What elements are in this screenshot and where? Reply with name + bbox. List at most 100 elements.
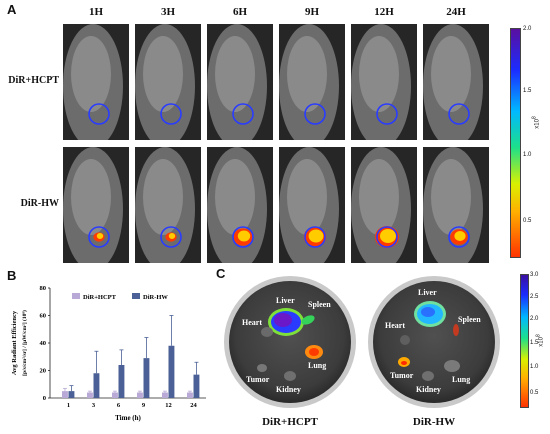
roi-circle [232,103,254,125]
y-tick-label: 60 [40,313,47,320]
label-heart: Heart [242,318,262,327]
y-axis-title: Avg Radiant Efficiency [11,310,18,375]
dish-caption-hcpt: DiR+HCPT [262,416,318,428]
bar [62,391,68,398]
bar [93,373,100,398]
colorbar-c-unit: x108 [535,334,545,347]
roi-circle [304,226,326,248]
organ-heart [400,335,410,345]
bar [137,392,143,398]
y-tick-label: 80 [40,285,47,292]
label-liver: Liver [418,288,437,297]
dish-caption-hw: DiR-HW [412,416,456,428]
colorbar-a-tick: 1.0 [523,152,532,158]
colorbar-a-tick: 0.5 [523,218,532,224]
legend-label: DiR+HCPT [83,294,117,301]
panel-c-colorbar [520,274,529,408]
time-header: 9H [304,6,320,18]
label-tumor: Tumor [246,375,270,384]
time-header: 1H [88,6,104,18]
bar [193,374,200,398]
roi-circle [160,103,182,125]
organ-dishes: Liver Spleen Heart Lung Tumor Kidney Liv… [224,276,500,408]
dish-hcpt: Liver Spleen Heart Lung Tumor Kidney [224,276,356,408]
bar [112,392,118,398]
label-liver: Liver [276,296,295,305]
colorbar-c-tick: 2.0 [530,316,539,322]
roi-circle [376,103,398,125]
organ-heart [261,327,273,337]
organ-lung [444,360,460,372]
x-tick-label: 6 [117,402,121,409]
y-tick-label: 20 [40,368,47,375]
label-lung: Lung [452,375,470,384]
roi-circle [448,103,470,125]
mouse-image-tile [135,24,201,140]
row-label-hcpt: DiR+HCPT [8,75,59,86]
roi-circle [88,103,110,125]
bar [143,358,150,398]
roi-circle [88,226,110,248]
x-axis-title: Time (h) [115,414,141,422]
y-tick-label: 0 [43,395,46,402]
roi-circle [232,226,254,248]
mouse-image-tile [279,147,345,263]
roi-circle [448,226,470,248]
label-spleen: Spleen [458,315,481,324]
mouse-image-tile [63,24,129,140]
label-tumor: Tumor [390,371,414,380]
mouse-image-tile [135,147,201,263]
bar [162,392,168,398]
legend-swatch [72,293,80,299]
bar [168,345,175,398]
panel-c-letter: C [216,266,226,281]
mouse-image-tile [207,147,273,263]
x-tick-label: 12 [165,402,172,409]
legend-label: DiR-HW [143,294,168,301]
x-tick-label: 1 [67,402,70,409]
time-header: 24H [446,6,466,18]
mouse-image-tile [351,24,417,140]
bar [68,391,75,398]
organ-kidney [422,371,434,381]
roi-circle [304,103,326,125]
label-spleen: Spleen [308,300,331,309]
colorbar-c-tick: 1.0 [530,364,539,370]
time-header: 6H [232,6,248,18]
roi-circle [160,226,182,248]
bar-chart: 0 20 40 60 80 1 3 6 9 12 24 DiR+HCPT DiR-HW Time (h) A… [11,285,206,422]
x-tick-label: 24 [190,402,197,409]
organ-spleen [301,315,315,325]
label-lung: Lung [308,361,326,370]
bar [87,392,93,398]
mouse-image-tile [279,24,345,140]
colorbar-c-tick: 1.5 [530,340,539,346]
label-kidney: Kidney [276,385,301,394]
organ-spleen [453,324,459,336]
dish-hw: Liver Spleen Heart Lung Tumor Kidney [368,276,500,408]
row-label-hw: DiR-HW [20,198,59,209]
x-tick-label: 3 [92,402,96,409]
roi-circle [376,226,398,248]
colorbar-a-unit: x108 [531,116,541,129]
legend-swatch [132,293,140,299]
mouse-image-tile [423,147,489,263]
organ-kidney [284,371,296,381]
y-tick-label: 40 [40,340,47,347]
colorbar-c-tick: 0.5 [530,390,539,396]
mouse-image-tile [63,147,129,263]
colorbar-a-tick: 2.0 [523,26,532,32]
label-kidney: Kidney [416,385,441,394]
panel-a-letter: A [7,2,17,17]
time-header: 3H [160,6,176,18]
colorbar-c-tick: 2.5 [530,294,539,300]
mouse-image-tile [351,147,417,263]
colorbar-c-tick: 3.0 [530,272,539,278]
label-heart: Heart [385,321,405,330]
mouse-image-tile [207,24,273,140]
panel-b-letter: B [7,268,17,283]
organ-tumor [257,364,267,372]
panel-a-colorbar [510,28,521,258]
bar [118,365,125,398]
x-tick-label: 9 [142,402,146,409]
